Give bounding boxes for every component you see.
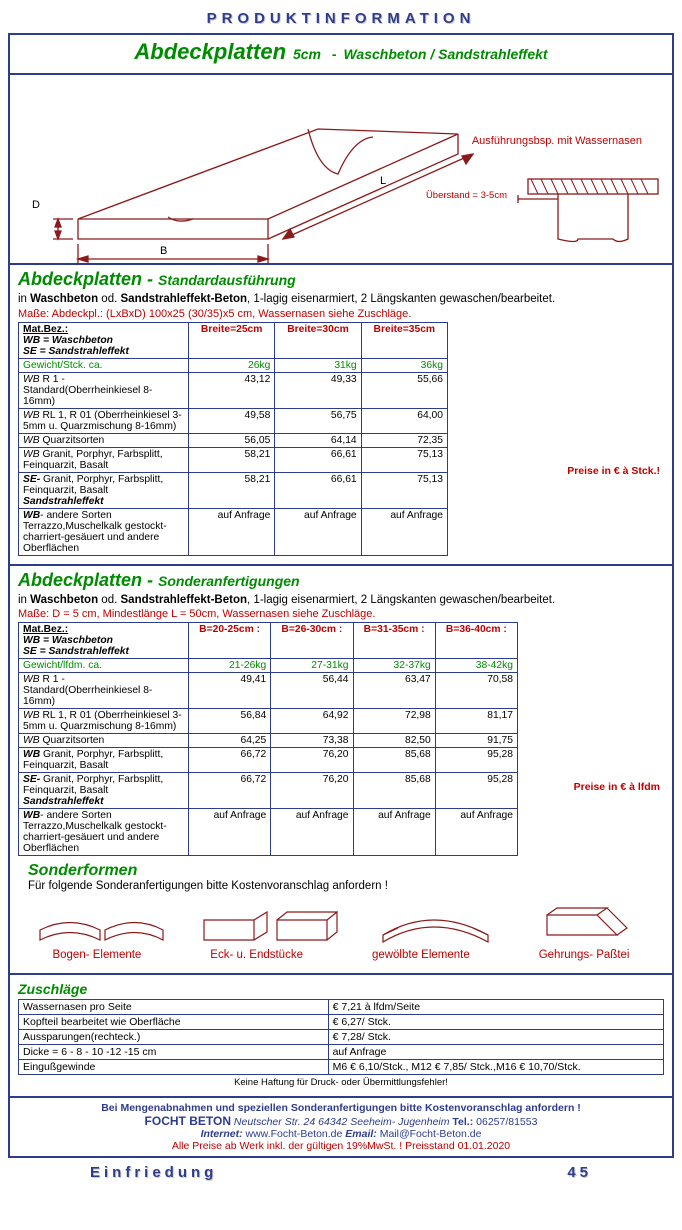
heading-sep: - <box>324 46 340 62</box>
table-row: EingußgewindeM6 € 6,10/Stck., M12 € 7,85… <box>19 1060 664 1075</box>
table-row: Kopfteil bearbeitet wie Oberfläche€ 6,27… <box>19 1015 664 1030</box>
page-number: 45 <box>567 1164 592 1181</box>
diagram-label-l: L <box>380 175 386 187</box>
diagram-section: Ausführungsbsp. mit Wassernasen Überstan… <box>10 75 672 265</box>
zuschlaege-section: Zuschläge Wassernasen pro Seite€ 7,21 à … <box>10 975 672 1098</box>
table-row: WB R 1 - Standard(Oberrheinkiesel 8-16mm… <box>19 372 448 408</box>
table-row: WB Quarzitsorten64,2573,3882,5091,75 <box>19 734 518 748</box>
table-row: WB Granit, Porphyr, Farbsplitt, Feinquar… <box>19 447 448 472</box>
table-row: WB Granit, Porphyr, Farbsplitt, Feinquar… <box>19 748 518 773</box>
sonder-price-note: Preise in € à lfdm <box>574 781 660 793</box>
diagram-note-1: Ausführungsbsp. mit Wassernasen <box>472 135 642 147</box>
shape-label: Gehrungs- Paßtei <box>539 949 630 961</box>
zuschlaege-table: Wassernasen pro Seite€ 7,21 à lfdm/Seite… <box>18 999 664 1075</box>
shape-gehrung-icon <box>537 900 647 945</box>
diagram-label-d: D <box>32 199 40 211</box>
shape-labels: Bogen- Elemente Eck- u. Endstücke gewölb… <box>18 949 664 961</box>
table-row: SE- Granit, Porphyr, Farbsplitt, Feinqua… <box>19 773 518 809</box>
diagram-label-b: B <box>160 245 167 257</box>
sonderformen-desc: Für folgende Sonderanfertigungen bitte K… <box>28 880 664 892</box>
standard-desc: in Waschbeton od. Sandstrahleffekt-Beton… <box>18 292 664 308</box>
footer-category: Einfriedung <box>90 1164 217 1181</box>
standard-table: Mat.Bez.:WB = WaschbetonSE = Sandstrahle… <box>18 322 448 556</box>
heading-main: Abdeckplatten <box>134 39 286 64</box>
table-row: WB R 1 - Standard(Oberrheinkiesel 8-16mm… <box>19 673 518 709</box>
main-frame: Abdeckplatten 5cm - Waschbeton / Sandstr… <box>8 33 674 1158</box>
zuschlaege-heading: Zuschläge <box>18 981 664 997</box>
footer-line-1: Bei Mengenabnahmen und speziellen Sonder… <box>14 1102 668 1114</box>
page-footer-bar: Einfriedung 45 <box>0 1158 682 1189</box>
footer-line-3: Internet: www.Focht-Beton.de Email: Mail… <box>14 1128 668 1140</box>
table-row: Aussparungen(rechteck.)€ 7,28/ Stck. <box>19 1030 664 1045</box>
header-section: Abdeckplatten 5cm - Waschbeton / Sandstr… <box>10 35 672 75</box>
shape-eck-icon <box>199 900 339 945</box>
shapes-row <box>18 900 664 945</box>
footer-line-4: Alle Preise ab Werk inkl. der gültigen 1… <box>14 1140 668 1152</box>
footer: Bei Mengenabnahmen und speziellen Sonder… <box>10 1098 672 1156</box>
table-row: WB- andere Sorten Terrazzo,Muschelkalk g… <box>19 508 448 555</box>
product-diagram <box>18 79 678 267</box>
footer-line-2: FOCHT BETON Neutscher Str. 24 64342 Seeh… <box>14 1114 668 1128</box>
shape-label: gewölbte Elemente <box>372 949 470 961</box>
disclaimer: Keine Haftung für Druck- oder Übermittlu… <box>18 1077 664 1088</box>
diagram-note-2: Überstand = 3-5cm <box>426 190 507 201</box>
table-row: WB Quarzitsorten56,0564,1472,35 <box>19 433 448 447</box>
heading-sub: Waschbeton / Sandstrahleffekt <box>343 46 547 62</box>
standard-masse: Maße: Abdeckpl.: (LxBxD) 100x25 (30/35)x… <box>18 308 664 320</box>
sonderformen-heading: Sonderformen <box>28 862 664 880</box>
table-row: WB- andere Sorten Terrazzo,Muschelkalk g… <box>19 809 518 856</box>
shape-label: Bogen- Elemente <box>52 949 141 961</box>
sonder-masse: Maße: D = 5 cm, Mindestlänge L = 50cm, W… <box>18 608 664 620</box>
sonder-heading: Abdeckplatten - Sonderanfertigungen <box>18 570 664 591</box>
heading-size: 5cm <box>289 46 321 62</box>
sonder-section: Abdeckplatten - Sonderanfertigungen in W… <box>10 566 672 976</box>
shape-bogen-icon <box>35 900 165 945</box>
standard-section: Abdeckplatten - Standardausführung in Wa… <box>10 265 672 566</box>
standard-heading: Abdeckplatten - Standardausführung <box>18 269 664 290</box>
table-row: Dicke = 6 - 8 - 10 -12 -15 cmauf Anfrage <box>19 1045 664 1060</box>
table-row: WB RL 1, R 01 (Oberrheinkiesel 3-5mm u. … <box>19 709 518 734</box>
table-row: Wassernasen pro Seite€ 7,21 à lfdm/Seite <box>19 1000 664 1015</box>
sonder-desc: in Waschbeton od. Sandstrahleffekt-Beton… <box>18 593 664 609</box>
product-heading: Abdeckplatten 5cm - Waschbeton / Sandstr… <box>18 39 664 65</box>
sonder-table: Mat.Bez.:WB = WaschbetonSE = Sandstrahle… <box>18 622 518 856</box>
table-row: WB RL 1, R 01 (Oberrheinkiesel 3-5mm u. … <box>19 408 448 433</box>
shape-gewoelbt-icon <box>373 900 503 945</box>
standard-price-note: Preise in € à Stck.! <box>567 465 660 477</box>
page-title: PRODUKTINFORMATION <box>0 0 682 33</box>
table-row: SE- Granit, Porphyr, Farbsplitt, Feinqua… <box>19 472 448 508</box>
shape-label: Eck- u. Endstücke <box>210 949 303 961</box>
